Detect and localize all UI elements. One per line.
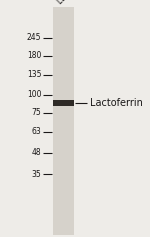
Text: 100: 100 [27, 90, 41, 99]
Text: 75: 75 [32, 108, 41, 117]
Text: 48: 48 [32, 148, 41, 157]
Text: 63: 63 [32, 127, 41, 136]
Text: 35: 35 [32, 170, 41, 179]
Bar [52, 100, 74, 106]
Text: 135: 135 [27, 70, 41, 79]
Text: 245: 245 [27, 33, 41, 42]
Text: 180: 180 [27, 51, 41, 60]
Bar [52, 7, 74, 235]
Text: Lactoferrin protein: Lactoferrin protein [56, 0, 113, 6]
Text: Lactoferrin: Lactoferrin [90, 98, 143, 108]
